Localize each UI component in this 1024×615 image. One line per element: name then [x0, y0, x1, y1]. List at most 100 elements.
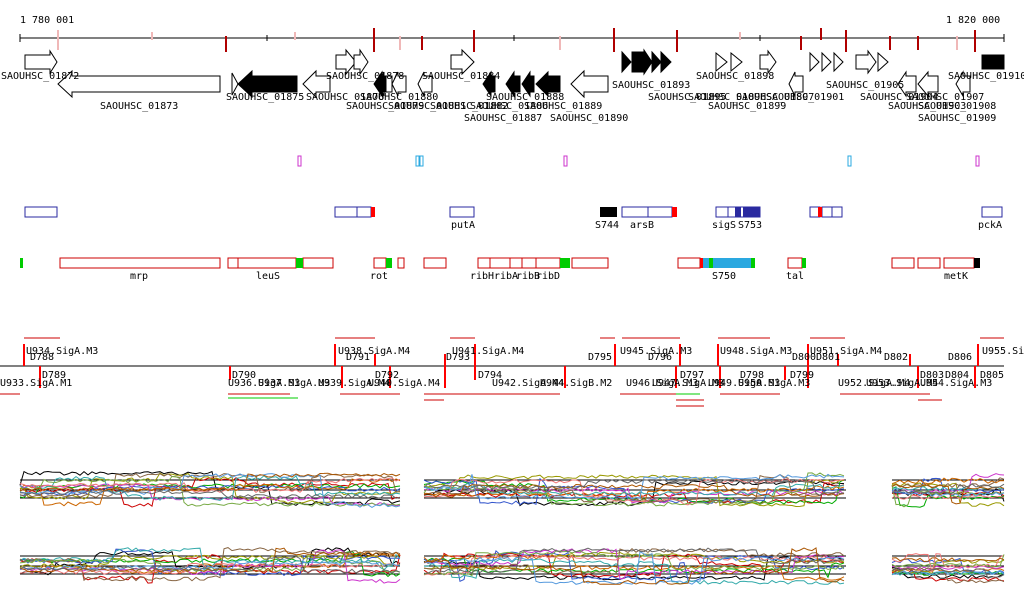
- operon-box[interactable]: [571, 257, 609, 269]
- marker-tick[interactable]: [415, 155, 420, 167]
- gene-arrow-forward[interactable]: [809, 51, 820, 73]
- operon-box[interactable]: [535, 257, 561, 269]
- operon-label: ribB: [516, 271, 540, 282]
- expression-trace: [423, 478, 845, 506]
- gene-arrow-forward[interactable]: [715, 51, 728, 73]
- gene-arrow-forward-highlight[interactable]: [631, 48, 653, 76]
- gene-arrow-forward[interactable]: [24, 49, 58, 75]
- gene-arrow-reverse[interactable]: [391, 71, 407, 97]
- operon-fill: [739, 258, 751, 268]
- operon-box[interactable]: [509, 257, 523, 269]
- gene-arrow-forward[interactable]: [450, 48, 475, 76]
- region-box[interactable]: [821, 206, 833, 218]
- expression-trace: [891, 483, 1005, 505]
- operon-box[interactable]: [397, 257, 405, 269]
- operon-box[interactable]: [423, 257, 447, 269]
- marker-tick[interactable]: [297, 155, 302, 167]
- gene-label: SAOUHSC_01886: [470, 101, 548, 112]
- gene-arrow-reverse[interactable]: [955, 70, 971, 98]
- operon-fill: [20, 258, 23, 268]
- gene-label: SAOUHSC_01896: [688, 92, 766, 103]
- operon-box[interactable]: [59, 257, 221, 269]
- operon-box[interactable]: [373, 257, 387, 269]
- region-box[interactable]: [621, 206, 649, 218]
- operon-box[interactable]: [787, 257, 803, 269]
- operon-fill: [713, 258, 739, 268]
- operon-box[interactable]: [302, 257, 334, 269]
- operon-label: ribD: [536, 271, 560, 282]
- gene-label: SAOUHSC_01873: [100, 101, 178, 112]
- gene-label: SAOUHSC_01884: [422, 71, 500, 82]
- operon-box[interactable]: [891, 257, 915, 269]
- gene-arrow-forward-highlight[interactable]: [660, 50, 672, 74]
- marker-tick[interactable]: [847, 155, 852, 167]
- gene-arrow-forward-highlight[interactable]: [651, 50, 662, 74]
- gene-arrow-reverse[interactable]: [917, 70, 939, 98]
- operon-box[interactable]: [477, 257, 491, 269]
- region-box[interactable]: [647, 206, 673, 218]
- operon-box[interactable]: [521, 257, 537, 269]
- gene-arrow-forward[interactable]: [730, 51, 743, 73]
- marker-track: [297, 155, 980, 167]
- gene-arrow-reverse[interactable]: [57, 69, 221, 99]
- gene-arrow-reverse[interactable]: [231, 72, 239, 96]
- operon-fill: [703, 258, 709, 268]
- region-box[interactable]: [981, 206, 1003, 218]
- region-box-fill[interactable]: [600, 207, 617, 217]
- promoter-label: U950.SigA.M3: [738, 378, 810, 389]
- operon-fill: [386, 258, 392, 268]
- gene-arrow-forward[interactable]: [855, 49, 877, 75]
- operon-box[interactable]: [943, 257, 975, 269]
- promoter-label: U949.SigA.M3: [708, 378, 780, 389]
- region-label: S744: [595, 220, 619, 231]
- gene-arrow-reverse-highlight[interactable]: [373, 70, 387, 98]
- gene-arrow-forward-highlight[interactable]: [621, 50, 632, 74]
- region-box[interactable]: [24, 206, 58, 218]
- gene-arrow-forward-highlight[interactable]: [981, 54, 1005, 70]
- marker-tick[interactable]: [419, 155, 424, 167]
- expression-trace: [19, 475, 401, 507]
- gene-arrow-reverse[interactable]: [570, 69, 609, 99]
- gene-arrow-reverse[interactable]: [897, 70, 917, 98]
- coordinate-ruler: 1 780 001 1 820 000: [19, 15, 1005, 52]
- gene-arrow-forward[interactable]: [759, 49, 777, 75]
- gene-arrow-reverse[interactable]: [788, 71, 804, 97]
- gene-arrow-forward[interactable]: [353, 48, 369, 76]
- operon-box[interactable]: [677, 257, 701, 269]
- expression-trace: [891, 484, 1005, 508]
- operon-box[interactable]: [489, 257, 511, 269]
- operon-box[interactable]: [917, 257, 941, 269]
- gene-arrow-reverse-highlight[interactable]: [535, 70, 561, 98]
- region-box[interactable]: [831, 206, 843, 218]
- region-box[interactable]: [356, 206, 372, 218]
- marker-tick[interactable]: [563, 155, 568, 167]
- gene-arrow-forward[interactable]: [877, 51, 889, 73]
- region-box[interactable]: [449, 206, 475, 218]
- terminator-label: D802: [884, 352, 908, 363]
- gene-label: SAOUHSC_01872: [1, 71, 79, 82]
- promoter-label: U938.SigA.M4: [338, 346, 410, 357]
- expression-trace: [19, 477, 401, 494]
- gene-arrow-reverse-highlight[interactable]: [237, 69, 298, 99]
- gene-arrow-reverse[interactable]: [302, 69, 331, 99]
- region-box[interactable]: [334, 206, 358, 218]
- gene-label: SAOUHSC_01893: [612, 80, 690, 91]
- operon-box[interactable]: [227, 257, 239, 269]
- promoter-label: U939.SigA.M4: [318, 378, 390, 389]
- gene-arrow-reverse-highlight[interactable]: [521, 70, 535, 98]
- gene-arrow-reverse-highlight[interactable]: [505, 70, 521, 98]
- expression-trace: [423, 547, 845, 585]
- expression-trace: [423, 479, 845, 497]
- gene-arrow-forward[interactable]: [335, 48, 357, 76]
- expression-trace: [423, 551, 845, 571]
- expression-trace: [19, 554, 401, 569]
- gene-track: SAOUHSC_01872 SAOUHSC_01873 SAOUHSC_0187…: [1, 48, 1024, 124]
- marker-tick[interactable]: [975, 155, 980, 167]
- region-box[interactable]: [715, 206, 729, 218]
- gene-arrow-forward[interactable]: [821, 51, 832, 73]
- operon-box[interactable]: [237, 257, 297, 269]
- gene-arrow-reverse-highlight[interactable]: [482, 70, 496, 98]
- gene-arrow-forward[interactable]: [833, 51, 844, 73]
- gene-arrow-reverse[interactable]: [417, 71, 433, 97]
